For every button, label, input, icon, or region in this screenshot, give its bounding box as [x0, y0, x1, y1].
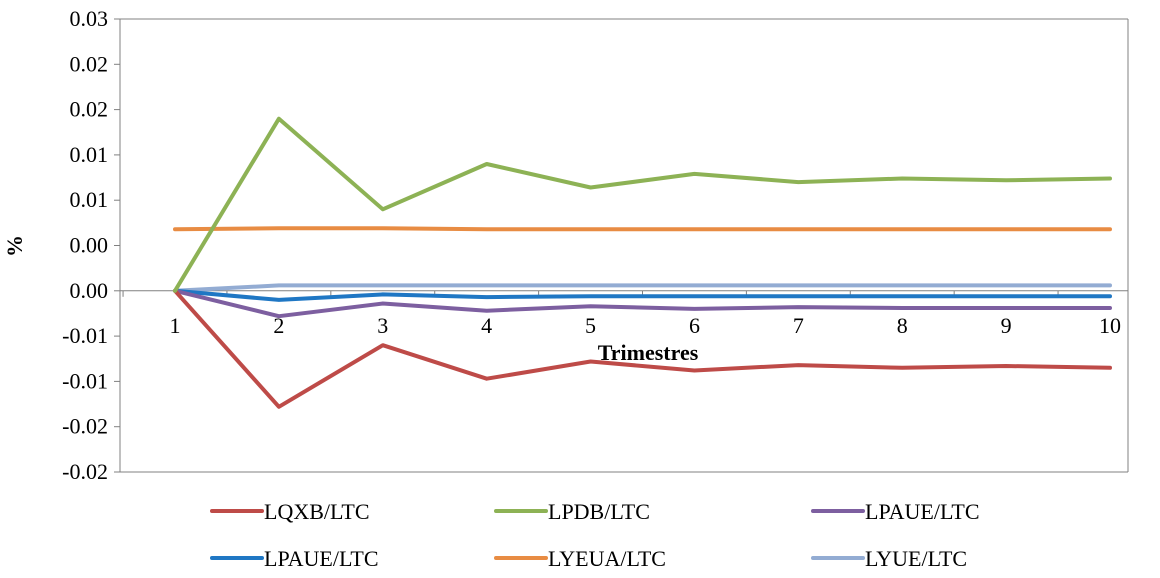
- series-line-lpdb-ltc-1: [173, 116, 1112, 293]
- y-axis-title: %: [2, 235, 27, 257]
- series-layer: [173, 116, 1112, 409]
- y-tick-label: 0.00: [70, 278, 109, 303]
- y-tick-label: 0.03: [70, 6, 109, 31]
- x-tick-label: 1: [170, 313, 181, 338]
- y-tick-label: 0.01: [70, 187, 109, 212]
- y-axis-ticks: 0.03 0.02 0.02 0.01 0.01 0.00 0.00 -0.01 -0.01 -0…: [62, 6, 120, 484]
- series-line-lqxb-ltc-0: [173, 288, 1112, 409]
- plot-frame: [119, 18, 1129, 473]
- x-tick-label: 5: [585, 313, 596, 338]
- y-tick-label: 0.00: [70, 233, 109, 258]
- legend-label: LYEUA/LTC: [548, 546, 666, 571]
- x-tick-label: 7: [793, 313, 804, 338]
- x-axis-title: Trimestres: [598, 340, 699, 365]
- series-line-lyue-ltc-5: [173, 283, 1112, 293]
- x-tick-label: 8: [897, 313, 908, 338]
- x-tick-label: 2: [273, 313, 284, 338]
- x-tick-label: 6: [689, 313, 700, 338]
- x-tick-label: 9: [1001, 313, 1012, 338]
- legend-label: LQXB/LTC: [264, 499, 370, 524]
- series-line-lyeua-ltc-4: [173, 226, 1112, 232]
- x-tick-label: 3: [377, 313, 388, 338]
- legend-label: LPAUE/LTC: [264, 546, 379, 571]
- series-line-lpaue-ltc-2: [173, 288, 1112, 319]
- x-tick-label: 10: [1099, 313, 1121, 338]
- y-tick-label: -0.02: [62, 414, 108, 439]
- legend-label: LPAUE/LTC: [865, 499, 980, 524]
- y-tick-label: -0.01: [62, 368, 108, 393]
- y-tick-label: 0.01: [70, 142, 109, 167]
- x-axis-ticks: 1 2 3 4 5 6 7 8 9 10: [122, 290, 1121, 338]
- y-tick-label: 0.02: [70, 51, 109, 76]
- legend-label: LPDB/LTC: [548, 499, 650, 524]
- x-tick-label: 4: [481, 313, 492, 338]
- series-line-lpaue-ltc-3: [173, 288, 1112, 302]
- y-tick-label: 0.02: [70, 97, 109, 122]
- y-tick-label: -0.01: [62, 323, 108, 348]
- legend-label: LYUE/LTC: [865, 546, 967, 571]
- legend: LQXB/LTC LPDB/LTC LPAUE/LTC LPAUE/LTC LYEUA/…: [210, 499, 980, 571]
- y-tick-label: -0.02: [62, 459, 108, 484]
